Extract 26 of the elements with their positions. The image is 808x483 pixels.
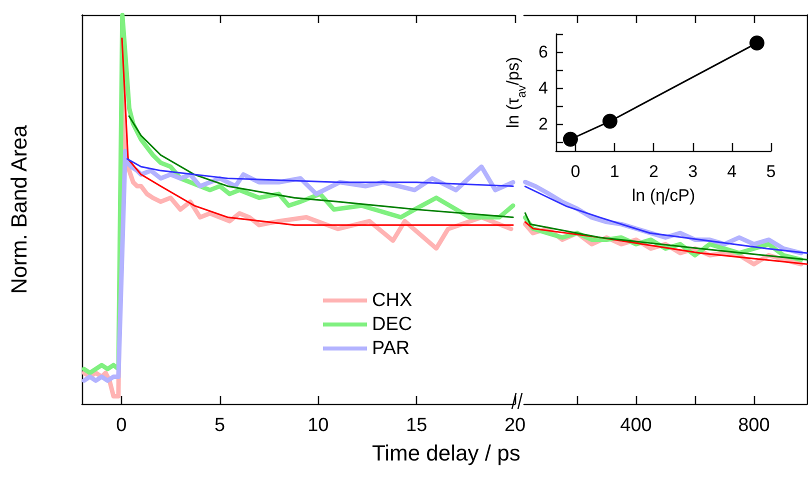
x-tick-label: 2 bbox=[648, 162, 658, 181]
y-axis-title: Norm. Band Area bbox=[6, 124, 32, 294]
point bbox=[602, 114, 618, 129]
x-tick-label: 3 bbox=[688, 162, 698, 181]
x-tick-label: 10 bbox=[308, 415, 329, 436]
y-tick-label: 6 bbox=[538, 42, 548, 62]
legend-label: DEC bbox=[372, 314, 412, 335]
x-axis-title: ln (η/cP) bbox=[632, 186, 696, 205]
legend-label: CHX bbox=[372, 290, 412, 311]
legend-label: PAR bbox=[372, 338, 410, 359]
y-tick-label: 2 bbox=[538, 114, 548, 134]
point bbox=[562, 132, 578, 147]
x-tick-label: 5 bbox=[214, 415, 226, 436]
x-tick-label: 1 bbox=[610, 162, 620, 181]
y-tick-label: 4 bbox=[538, 78, 548, 98]
y-axis-title: ln (τav/ps) bbox=[504, 56, 529, 128]
x-tick-label: 4 bbox=[727, 162, 737, 181]
x-tick-label: 400 bbox=[620, 415, 652, 436]
x-tick-label: 0 bbox=[116, 415, 127, 436]
x-tick-label: 20 bbox=[504, 415, 526, 436]
point bbox=[749, 36, 764, 50]
x-tick-label: 0 bbox=[570, 162, 580, 181]
x-tick-label: 15 bbox=[406, 415, 428, 436]
x-tick-label: 800 bbox=[738, 415, 770, 436]
x-axis-title: Time delay / ps bbox=[372, 440, 520, 466]
x-tick-label: 5 bbox=[766, 162, 776, 181]
